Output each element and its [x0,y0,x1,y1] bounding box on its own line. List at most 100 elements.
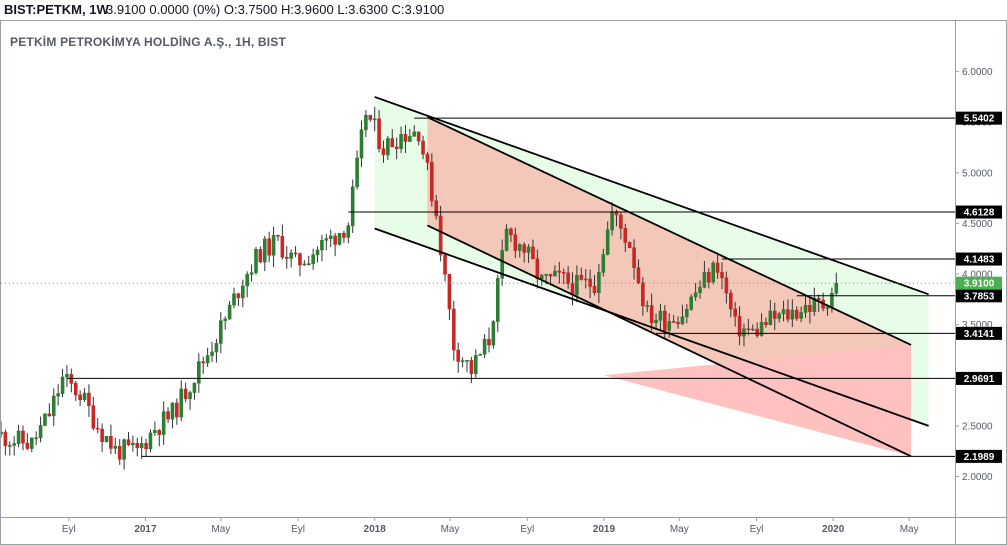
candle-body [372,118,377,121]
candle-body [139,443,144,449]
symbol-label[interactable]: BIST:PETKM, 1W [4,2,109,17]
candle-body [51,395,56,417]
level-tag[interactable] [956,205,1002,219]
candle-body [632,247,636,268]
candle-body [73,383,78,396]
level-tag[interactable] [956,252,1002,266]
candle-body [227,304,232,320]
x-tick-label: May [441,524,460,535]
candle-body [399,134,403,149]
candle-body [355,157,359,188]
x-tick-label: Eyl [750,524,764,535]
y-tick-label: 5.0000 [962,168,993,179]
level-tag-label: 2.9691 [964,374,995,385]
candle-body [390,138,395,148]
candle-body [750,328,755,331]
candle-body [474,355,478,375]
channel-trendline[interactable] [374,227,929,427]
candle-body [403,134,408,142]
candle-body [786,309,790,320]
candle-body [544,274,548,276]
candle-body [368,114,373,120]
candle-body [649,305,654,324]
candle-body [658,310,663,321]
ohlc-readout: 3.9100 0.0000 (0%) O:3.7500 H:3.9600 L:3… [106,2,445,17]
level-tag[interactable] [956,449,1002,463]
candle-body [359,129,364,159]
candle-body [122,439,126,460]
candle-body [755,328,759,336]
candle-body [491,321,496,346]
candle-body [117,445,122,460]
chart-legend-title: PETKİM PETROKİMYA HOLDİNG A.Ş., 1H, BIST [10,35,287,49]
candle-body [548,274,553,277]
candle-body [293,252,298,255]
candle-body [517,244,522,251]
candle-body [412,131,417,137]
candle-body [702,272,707,288]
candle-body [443,254,447,275]
candle-body [812,297,817,312]
level-tag-label: 3.7853 [964,291,995,302]
candle-body [619,214,623,229]
candle-body [728,292,733,310]
x-tick-label: 2018 [364,524,387,535]
candle-body [280,235,285,258]
candle-body [671,321,676,323]
candle-body [601,254,606,273]
level-tag[interactable] [956,326,1002,340]
channel-trendline[interactable] [427,224,912,458]
candle-body [641,282,645,307]
candle-body [29,437,34,449]
candle-body [680,316,685,325]
candle-body [170,402,175,420]
level-tag[interactable] [956,289,1002,303]
price-chart[interactable]: 2.00002.50003.00003.50004.00004.50005.00… [0,20,1007,545]
candle-body [583,278,588,281]
candle-body [588,278,592,287]
candle-body [377,118,381,149]
candle-body [210,351,214,356]
candle-body [465,360,469,362]
candle-body [87,392,91,406]
candle-body [654,320,658,324]
current-price-tag[interactable] [956,276,1002,290]
candle-body [667,321,672,331]
candle-body [56,393,60,397]
candle-body [566,272,570,284]
candle-body [95,427,100,430]
candle-body [535,258,540,280]
candle-body [135,442,140,449]
candle-body [320,239,324,251]
candle-body [104,436,109,442]
candle-body [438,215,443,256]
candle-body [416,131,421,142]
candle-body [205,355,210,364]
channel-trendline[interactable] [374,96,929,296]
level-tag[interactable] [956,111,1002,125]
candle-body [113,445,118,449]
chart-frame[interactable]: 2.00002.50003.00003.50004.00004.50005.00… [0,20,1007,545]
candle-body [425,153,430,163]
candle-body [249,272,254,275]
candle-body [421,140,425,155]
candle-body [258,249,263,263]
channel-trendline[interactable] [427,116,912,346]
candle-body [487,338,491,346]
level-tag[interactable] [956,371,1002,385]
candle-body [161,411,166,435]
candle-body [803,305,808,313]
x-tick-label: Eyl [291,524,305,535]
x-tick-label: Eyl [62,524,76,535]
candle-body [148,432,153,450]
candle-body [509,228,513,236]
candle-body [254,249,258,273]
x-tick-label: 2019 [593,524,616,535]
candle-body [460,360,465,362]
candle-body [623,228,628,243]
candle-body [592,286,597,294]
candle-body [610,211,614,231]
y-tick-label: 2.5000 [962,421,993,432]
candle-body [157,430,162,435]
candle-body [772,310,777,319]
